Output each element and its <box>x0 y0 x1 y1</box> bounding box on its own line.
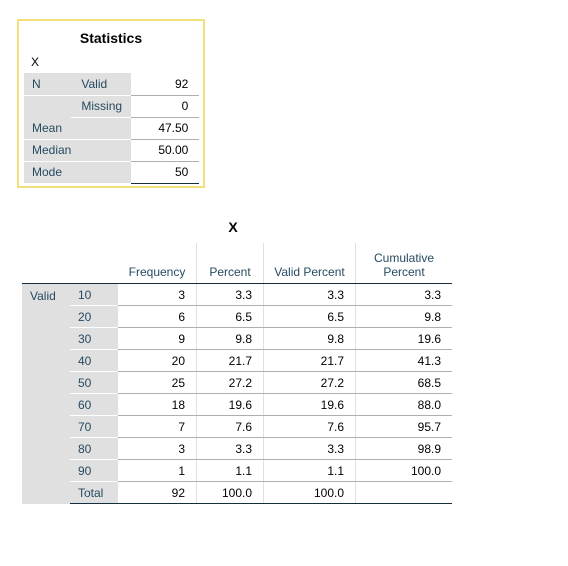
statistics-row: Mode 50 <box>24 161 200 184</box>
table-row: 90 1 1.1 1.1 100.0 <box>22 459 452 482</box>
cell-valid-percent[interactable]: 1.1 <box>263 459 356 482</box>
row-value-label: 50 <box>70 371 118 394</box>
header-cumulative-line1: Cumulative <box>373 251 435 265</box>
table-row: 80 3 3.3 3.3 98.9 <box>22 437 452 460</box>
row-value-label: 20 <box>70 305 118 328</box>
row-value-label: 90 <box>70 459 118 482</box>
cell-percent[interactable]: 3.3 <box>196 283 264 306</box>
cell-percent[interactable]: 9.8 <box>196 327 264 350</box>
cell-valid-percent[interactable]: 6.5 <box>263 305 356 328</box>
cell-frequency[interactable]: 3 <box>118 437 197 460</box>
cell-frequency[interactable]: 18 <box>118 393 197 416</box>
cell-frequency[interactable]: 20 <box>118 349 197 372</box>
cell-total-frequency[interactable]: 92 <box>118 481 197 504</box>
statistics-row: Missing 0 <box>24 95 200 118</box>
cell-cumulative-percent[interactable]: 98.9 <box>355 437 452 460</box>
statistics-row-label <box>24 95 72 117</box>
cell-valid-percent[interactable]: 9.8 <box>263 327 356 350</box>
statistics-row-value[interactable]: 0 <box>131 95 200 118</box>
row-value-label: 10 <box>70 283 118 306</box>
cell-valid-percent[interactable]: 21.7 <box>263 349 356 372</box>
statistics-row-value[interactable]: 47.50 <box>131 117 200 140</box>
header-blank-2 <box>70 243 118 284</box>
frequency-table-title: X <box>228 219 238 235</box>
cell-percent[interactable]: 27.2 <box>196 371 264 394</box>
cell-percent[interactable]: 1.1 <box>196 459 264 482</box>
cell-frequency[interactable]: 1 <box>118 459 197 482</box>
row-value-label: 70 <box>70 415 118 438</box>
row-value-label: 60 <box>70 393 118 416</box>
cell-cumulative-percent[interactable]: 95.7 <box>355 415 452 438</box>
statistics-row-value[interactable]: 50 <box>131 161 200 184</box>
cell-cumulative-percent[interactable]: 19.6 <box>355 327 452 350</box>
cell-cumulative-percent[interactable]: 88.0 <box>355 393 452 416</box>
statistics-row-sublabel <box>71 161 132 184</box>
cell-total-percent[interactable]: 100.0 <box>196 481 264 504</box>
statistics-row: Mean 47.50 <box>24 117 200 140</box>
cell-frequency[interactable]: 25 <box>118 371 197 394</box>
statistics-row-label: Mode <box>24 161 72 184</box>
header-blank-1 <box>22 243 70 284</box>
statistics-row-sublabel: Valid <box>71 73 132 96</box>
cell-cumulative-percent[interactable]: 68.5 <box>355 371 452 394</box>
cell-valid-percent[interactable]: 19.6 <box>263 393 356 416</box>
cell-cumulative-percent[interactable]: 100.0 <box>355 459 452 482</box>
statistics-table-panel[interactable]: Statistics X N Valid 92 Missing 0 Mean 47.50 Me… <box>17 19 205 188</box>
cell-valid-percent[interactable]: 3.3 <box>263 283 356 306</box>
statistics-row-sublabel <box>71 117 132 140</box>
header-valid-percent: Valid Percent <box>263 243 356 284</box>
table-row: 50 25 27.2 27.2 68.5 <box>22 371 452 394</box>
cell-cumulative-percent[interactable]: 41.3 <box>355 349 452 372</box>
cell-percent[interactable]: 21.7 <box>196 349 264 372</box>
table-row-total: Total 92 100.0 100.0 <box>22 481 452 504</box>
row-group-label-valid: Valid <box>22 283 70 504</box>
statistics-row: N Valid 92 <box>24 73 200 96</box>
statistics-table: N Valid 92 Missing 0 Mean 47.50 Median 50.00 Mode… <box>24 73 200 184</box>
cell-cumulative-percent[interactable]: 9.8 <box>355 305 452 328</box>
table-row: 60 18 19.6 19.6 88.0 <box>22 393 452 416</box>
cell-percent[interactable]: 7.6 <box>196 415 264 438</box>
row-value-label: 80 <box>70 437 118 460</box>
cell-frequency[interactable]: 9 <box>118 327 197 350</box>
statistics-row-label: Median <box>24 139 72 162</box>
statistics-row-label: N <box>24 73 72 96</box>
cell-cumulative-percent[interactable]: 3.3 <box>355 283 452 306</box>
row-value-label: 30 <box>70 327 118 350</box>
cell-percent[interactable]: 6.5 <box>196 305 264 328</box>
cell-valid-percent[interactable]: 27.2 <box>263 371 356 394</box>
cell-percent[interactable]: 3.3 <box>196 437 264 460</box>
table-row: 40 20 21.7 21.7 41.3 <box>22 349 452 372</box>
statistics-title: Statistics <box>79 30 143 46</box>
table-row: 20 6 6.5 6.5 9.8 <box>22 305 452 328</box>
row-value-label: 40 <box>70 349 118 372</box>
statistics-row-sublabel <box>71 139 132 162</box>
cell-frequency[interactable]: 7 <box>118 415 197 438</box>
statistics-variable-label: X <box>31 55 40 69</box>
statistics-row-sublabel: Missing <box>71 95 132 118</box>
statistics-row-value[interactable]: 92 <box>131 73 200 96</box>
table-row: 30 9 9.8 9.8 19.6 <box>22 327 452 350</box>
cell-total-valid-percent[interactable]: 100.0 <box>263 481 356 504</box>
frequency-table[interactable]: Frequency Percent Valid Percent Cumulati… <box>22 243 452 504</box>
cell-frequency[interactable]: 3 <box>118 283 197 306</box>
header-frequency: Frequency <box>118 243 197 284</box>
header-percent: Percent <box>196 243 264 284</box>
cell-percent[interactable]: 19.6 <box>196 393 264 416</box>
header-cumulative-percent: Cumulative Percent <box>355 243 452 284</box>
statistics-row-value[interactable]: 50.00 <box>131 139 200 162</box>
cell-valid-percent[interactable]: 3.3 <box>263 437 356 460</box>
cell-valid-percent[interactable]: 7.6 <box>263 415 356 438</box>
table-row: Valid 10 3 3.3 3.3 3.3 <box>22 283 452 504</box>
cell-frequency[interactable]: 6 <box>118 305 197 328</box>
statistics-row: Median 50.00 <box>24 139 200 162</box>
row-total-label: Total <box>70 481 118 504</box>
table-row: 70 7 7.6 7.6 95.7 <box>22 415 452 438</box>
cell-total-cumulative[interactable] <box>355 481 452 504</box>
statistics-row-label: Mean <box>24 117 72 140</box>
header-cumulative-line2: Percent <box>383 265 425 279</box>
